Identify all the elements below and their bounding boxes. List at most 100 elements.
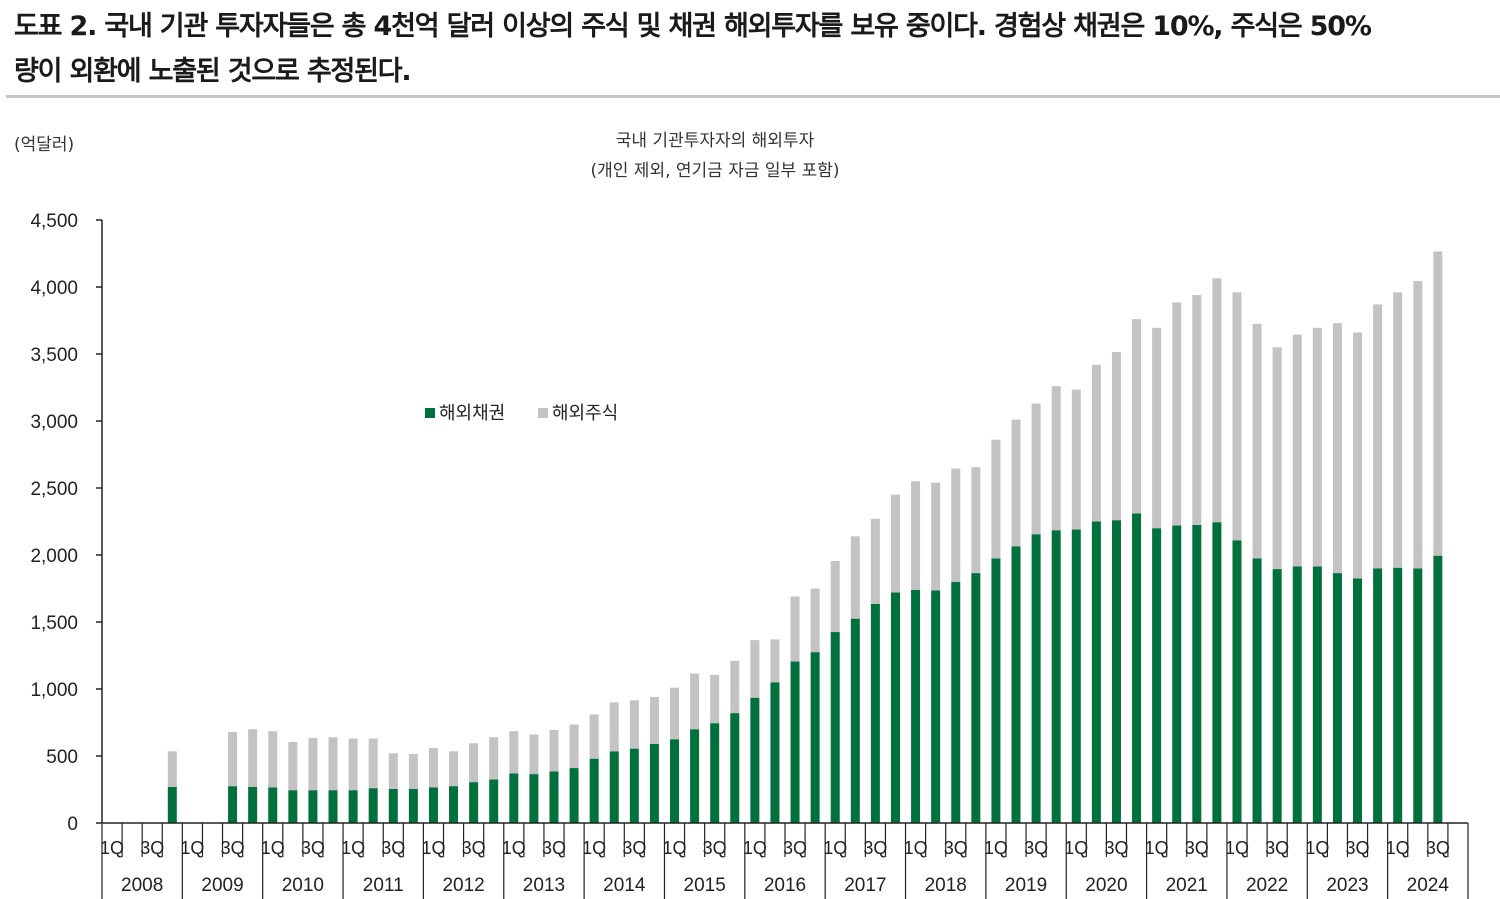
legend-label-overseas-stocks: 해외주식 bbox=[552, 403, 618, 424]
bar-overseas-stocks bbox=[1091, 364, 1101, 522]
x-axis-quarter-label: 3Q bbox=[863, 838, 887, 858]
bar-overseas-stocks bbox=[428, 747, 438, 788]
x-axis-quarter-label: 3Q bbox=[783, 838, 807, 858]
x-axis-quarter-label: 3Q bbox=[140, 838, 164, 858]
x-axis-year-label: 2019 bbox=[1005, 875, 1047, 896]
bar-overseas-bonds bbox=[1152, 528, 1162, 823]
bar-overseas-bonds bbox=[1312, 566, 1322, 823]
bar-overseas-bonds bbox=[649, 743, 659, 823]
bar-overseas-stocks bbox=[1232, 292, 1242, 541]
y-axis-tick-label: 500 bbox=[46, 747, 78, 768]
bar-overseas-bonds bbox=[1192, 524, 1202, 823]
bar-overseas-stocks bbox=[1252, 323, 1262, 559]
bar-overseas-stocks bbox=[1111, 351, 1121, 521]
bar-overseas-bonds bbox=[1172, 525, 1182, 823]
bar-overseas-stocks bbox=[348, 738, 358, 791]
x-axis-quarter-label: 1Q bbox=[502, 838, 526, 858]
y-axis-tick-label: 3,500 bbox=[30, 345, 78, 366]
x-axis-quarter-label: 3Q bbox=[1426, 838, 1450, 858]
chart-title: 국내 기관투자자의 해외투자 bbox=[615, 131, 815, 151]
x-axis-quarter-label: 3Q bbox=[1346, 838, 1370, 858]
bar-overseas-stocks bbox=[1212, 278, 1222, 523]
x-axis-year-label: 2023 bbox=[1326, 875, 1368, 896]
x-axis-quarter-label: 1Q bbox=[904, 838, 928, 858]
bar-overseas-stocks bbox=[1292, 334, 1302, 567]
x-axis-quarter-label: 3Q bbox=[221, 838, 245, 858]
bar-overseas-stocks bbox=[931, 482, 941, 591]
bar-overseas-stocks bbox=[649, 697, 659, 744]
bar-overseas-stocks bbox=[248, 729, 258, 787]
bar-overseas-bonds bbox=[1272, 569, 1282, 823]
bar-overseas-bonds bbox=[931, 590, 941, 823]
bar-overseas-stocks bbox=[268, 731, 278, 788]
bar-overseas-stocks bbox=[609, 702, 619, 752]
x-axis-year-label: 2014 bbox=[603, 875, 646, 896]
bar-overseas-bonds bbox=[1413, 568, 1423, 823]
x-axis-quarter-label: 1Q bbox=[341, 838, 365, 858]
bar-overseas-bonds bbox=[1212, 522, 1222, 823]
bar-overseas-stocks bbox=[951, 468, 961, 582]
x-axis-quarter-label: 1Q bbox=[421, 838, 445, 858]
bar-overseas-stocks bbox=[730, 660, 740, 714]
bar-overseas-bonds bbox=[549, 771, 559, 823]
bar-overseas-bonds bbox=[268, 787, 278, 823]
bar-overseas-stocks bbox=[228, 731, 238, 787]
bar-overseas-bonds bbox=[408, 788, 418, 823]
x-axis-quarter-label: 3Q bbox=[301, 838, 325, 858]
x-axis-quarter-label: 1Q bbox=[582, 838, 606, 858]
bar-overseas-stocks bbox=[167, 751, 177, 787]
bar-overseas-stocks bbox=[1332, 323, 1342, 574]
x-axis-quarter-label: 1Q bbox=[743, 838, 767, 858]
bar-overseas-bonds bbox=[1031, 534, 1041, 823]
bar-overseas-bonds bbox=[770, 682, 780, 823]
bar-overseas-stocks bbox=[569, 724, 579, 769]
bar-overseas-bonds bbox=[1011, 546, 1021, 823]
bar-overseas-stocks bbox=[1132, 319, 1142, 514]
x-axis-quarter-label: 3Q bbox=[542, 838, 566, 858]
bar-overseas-stocks bbox=[1051, 386, 1061, 531]
y-axis-tick-label: 1,000 bbox=[30, 680, 78, 701]
x-axis-year-label: 2018 bbox=[925, 875, 967, 896]
x-axis-year-label: 2024 bbox=[1407, 875, 1450, 896]
x-axis-year-label: 2012 bbox=[442, 875, 484, 896]
bar-overseas-stocks bbox=[1312, 327, 1322, 567]
y-axis-tick-label: 2,500 bbox=[30, 479, 78, 500]
y-axis-tick-label: 2,000 bbox=[30, 546, 78, 567]
headline-line-1: 도표 2. 국내 기관 투자자들은 총 4천억 달러 이상의 주식 및 채권 해… bbox=[14, 11, 1372, 42]
bar-overseas-stocks bbox=[850, 536, 860, 619]
legend-label-overseas-bonds: 해외채권 bbox=[439, 403, 505, 424]
bar-overseas-stocks bbox=[971, 467, 981, 574]
bar-overseas-bonds bbox=[328, 790, 338, 823]
bar-overseas-bonds bbox=[971, 573, 981, 823]
bar-overseas-stocks bbox=[690, 673, 700, 730]
x-axis-year-label: 2013 bbox=[523, 875, 565, 896]
bar-overseas-stocks bbox=[368, 738, 378, 789]
x-axis-quarter-label: 1Q bbox=[1386, 838, 1410, 858]
bar-overseas-stocks bbox=[1353, 332, 1363, 579]
x-axis-quarter-label: 3Q bbox=[1185, 838, 1209, 858]
bar-overseas-bonds bbox=[690, 729, 700, 823]
bar-overseas-bonds bbox=[629, 748, 639, 823]
bar-overseas-bonds bbox=[228, 786, 238, 823]
bar-overseas-bonds bbox=[368, 788, 378, 823]
bar-overseas-stocks bbox=[449, 751, 459, 787]
bar-overseas-bonds bbox=[830, 632, 840, 823]
x-axis-quarter-label: 3Q bbox=[1265, 838, 1289, 858]
bar-overseas-bonds bbox=[850, 618, 860, 823]
y-axis-tick-label: 4,500 bbox=[30, 211, 78, 232]
bar-overseas-bonds bbox=[870, 603, 880, 823]
y-axis-tick-label: 1,500 bbox=[30, 613, 78, 634]
bar-overseas-bonds bbox=[710, 723, 720, 823]
bar-overseas-stocks bbox=[1031, 403, 1041, 535]
bar-overseas-bonds bbox=[589, 758, 599, 823]
bar-overseas-stocks bbox=[830, 561, 840, 633]
bar-overseas-stocks bbox=[1011, 419, 1021, 547]
bar-overseas-stocks bbox=[469, 743, 479, 783]
bar-overseas-bonds bbox=[1332, 573, 1342, 823]
bar-overseas-stocks bbox=[890, 494, 900, 593]
bar-overseas-stocks bbox=[328, 737, 338, 791]
bar-overseas-bonds bbox=[810, 652, 820, 823]
x-axis-quarter-label: 3Q bbox=[944, 838, 968, 858]
bar-overseas-bonds bbox=[1051, 530, 1061, 823]
